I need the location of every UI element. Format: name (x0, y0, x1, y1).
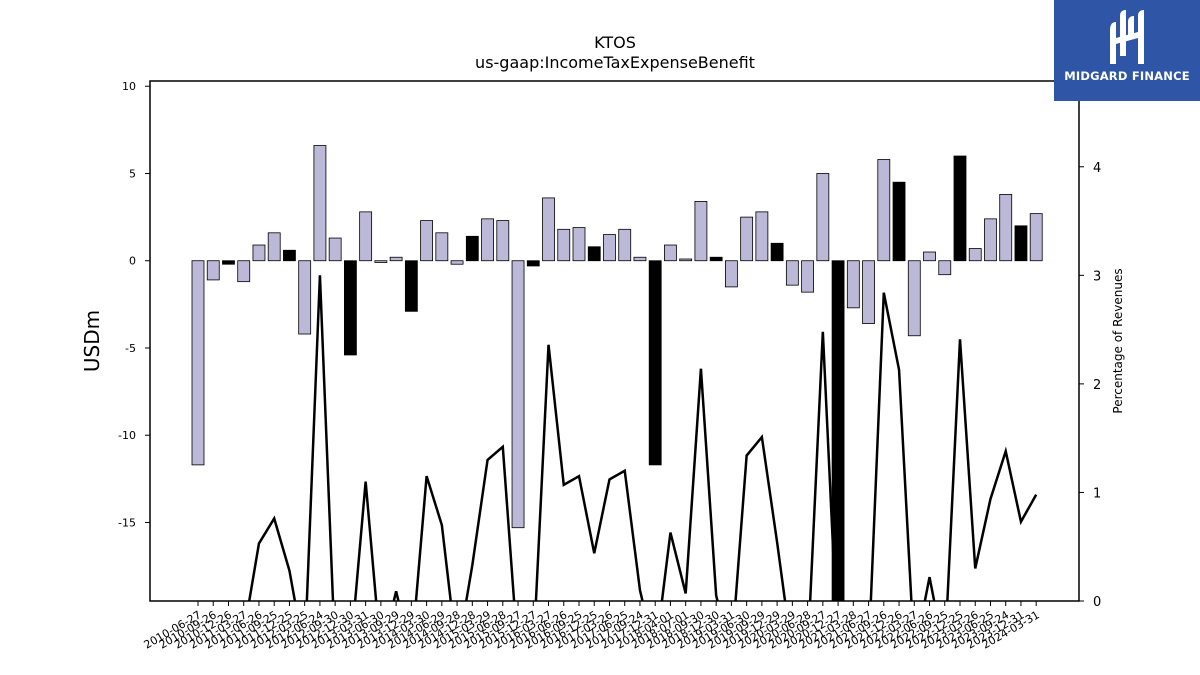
plot-frame (149, 80, 1080, 602)
bar (542, 197, 555, 262)
y2-tick-label: 1 (1093, 486, 1101, 501)
bar (237, 260, 251, 283)
bar (633, 256, 647, 262)
bar (877, 159, 891, 262)
y-tick-label: 10 (122, 80, 136, 93)
bar (283, 249, 296, 262)
y-tick-label: -15 (118, 516, 136, 529)
bar (191, 260, 205, 466)
bar (907, 260, 921, 337)
bar (481, 218, 494, 262)
bar (755, 211, 769, 262)
bar (892, 181, 906, 262)
bar (298, 260, 312, 335)
bar (679, 258, 693, 262)
bar-series (191, 145, 1043, 602)
bar (222, 260, 235, 265)
bar (343, 260, 357, 356)
bar (404, 260, 418, 312)
y-tick-label: 5 (129, 167, 136, 180)
bar (694, 200, 708, 262)
y-tick-label: 0 (129, 255, 136, 268)
brand-logo: MIDGARD FINANCE (1054, 0, 1200, 101)
bar (526, 260, 540, 267)
y-tick-label: -10 (118, 429, 136, 442)
bar (984, 218, 997, 262)
brand-name: MIDGARD FINANCE (1064, 69, 1190, 83)
bar (938, 260, 952, 276)
bar (801, 260, 814, 293)
bar (770, 242, 784, 262)
bar (953, 155, 967, 262)
bar (359, 211, 373, 262)
bar (664, 244, 677, 262)
bar (572, 227, 586, 262)
bar (725, 260, 738, 288)
bar (465, 235, 479, 262)
bar (648, 260, 662, 466)
y-axis-label: USDm (80, 310, 104, 372)
line-series (247, 275, 1038, 601)
bar (267, 232, 281, 262)
bar (846, 260, 860, 309)
y2-tick-label: 4 (1093, 161, 1101, 176)
bar (999, 194, 1013, 262)
bar (740, 216, 754, 262)
bar (1029, 213, 1043, 262)
midgard-logo-icon (1110, 10, 1144, 64)
bar (206, 260, 220, 281)
bar (450, 260, 464, 265)
bar (313, 145, 327, 262)
line-path (247, 275, 1038, 601)
bar (252, 244, 266, 262)
bar (618, 228, 632, 262)
bar (435, 232, 449, 262)
chart-title: KTOS (594, 33, 636, 52)
bar (603, 234, 616, 262)
bar (420, 220, 434, 262)
bar (389, 256, 403, 262)
bar (1014, 225, 1028, 262)
chart-subtitle: us-gaap:IncomeTaxExpenseBenefit (475, 53, 755, 72)
bar (923, 251, 936, 262)
y-tick-label: -5 (125, 342, 136, 355)
bar (709, 256, 723, 262)
bar (374, 260, 388, 263)
bar (496, 220, 510, 262)
bar (862, 260, 875, 324)
y2-tick-label: 2 (1093, 378, 1101, 393)
bar (511, 260, 525, 529)
bar (968, 248, 982, 262)
bar (328, 237, 342, 262)
y2-tick-label: 0 (1093, 595, 1101, 610)
y2-axis-label: Percentage of Revenues (1111, 268, 1125, 413)
bar (587, 246, 601, 262)
bar (785, 260, 799, 286)
y2-tick-label: 3 (1093, 269, 1101, 284)
bar (557, 228, 571, 262)
bar (816, 173, 830, 262)
